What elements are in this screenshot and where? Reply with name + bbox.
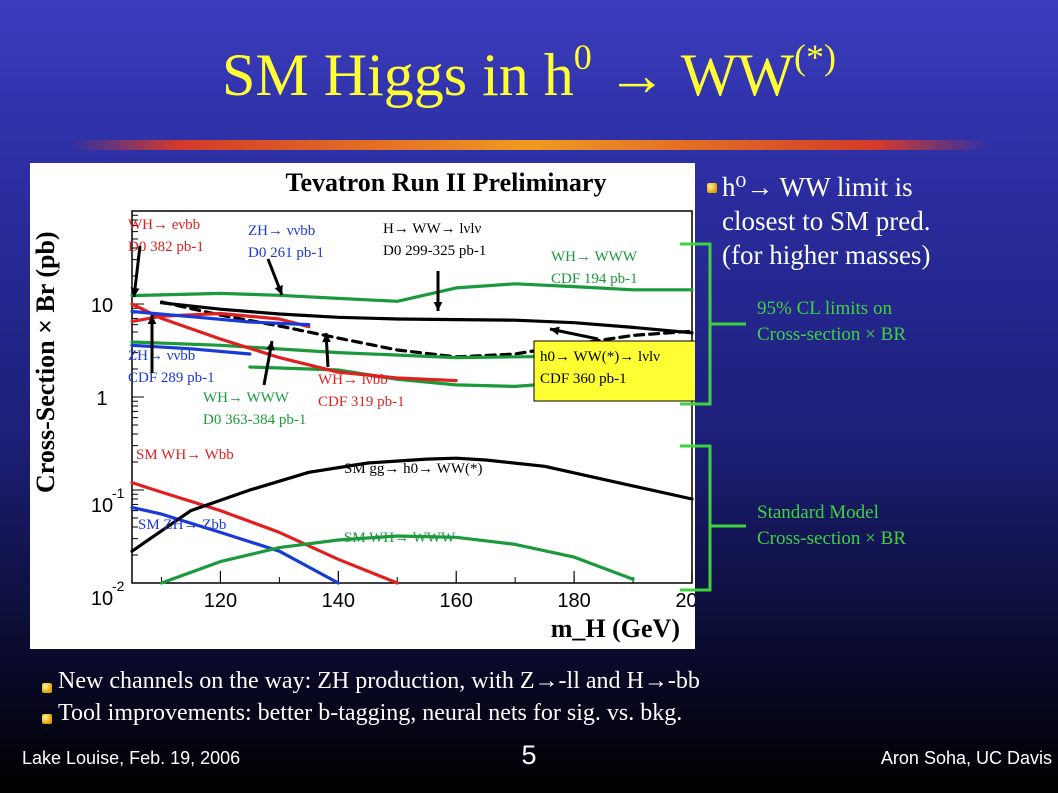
- pointer-arrowhead: [147, 315, 157, 324]
- annotation-8-line-2: CDF 360 pb-1: [540, 371, 627, 387]
- series-line-8: [130, 309, 311, 327]
- side-bullet-line-2: closest to SM pred.: [722, 206, 931, 236]
- y-tick-label: 10: [91, 295, 113, 317]
- annotation-5-line-2: CDF 289 pb-1: [128, 370, 215, 386]
- annotation-6-line-1: WH→ WWW: [203, 390, 290, 406]
- annotation-2-line-1: ZH→ ννbb: [248, 223, 315, 239]
- annotation-4-line-2: CDF 194 pb-1: [551, 271, 638, 287]
- y-tick-label: 10: [91, 495, 113, 517]
- pointer-arrowhead: [266, 341, 275, 351]
- chart-title: Tevatron Run II Preliminary: [286, 168, 607, 197]
- title-underline: [70, 140, 988, 150]
- series-line-10: [130, 481, 399, 585]
- annotation-12-line-1: SM WH→ WWW: [344, 530, 456, 546]
- series-line-13: [159, 534, 635, 585]
- y-axis-label: Cross-Section × Br (pb): [31, 231, 60, 493]
- annotation-1-line-1: WH→ eνbb: [128, 217, 200, 233]
- slide-number: 5: [521, 740, 537, 770]
- series-line-7: [130, 302, 458, 383]
- annotation-9-line-1: SM WH→ Wbb: [136, 447, 234, 463]
- x-tick-label: 140: [322, 590, 355, 612]
- x-tick-label: 120: [204, 590, 237, 612]
- annotation-6-line-2: D0 363-384 pb-1: [203, 412, 306, 428]
- pointer-arrowhead: [130, 287, 140, 297]
- y-tick-exponent: -2: [112, 578, 125, 594]
- x-axis-label: m_H (GeV): [551, 614, 680, 643]
- annotation-10-line-1: SM gg→ h0→ WW(*): [344, 461, 482, 477]
- annotation-8-line-1: h0→ WW(*)→ lνlν: [540, 349, 660, 365]
- footer-left: Lake Louise, Feb. 19, 2006: [22, 748, 241, 768]
- bracket1-line-2: Cross-section × BR: [757, 324, 906, 345]
- bracket-lines: [680, 242, 746, 592]
- annotation-1-line-2: D0 382 pb-1: [128, 239, 204, 255]
- bracket2-line-1: Standard Model: [757, 502, 879, 523]
- annotation-4-line-1: WH→ WWW: [551, 249, 638, 265]
- annotation-box: [533, 340, 695, 402]
- slide-title: SM Higgs in h0 → WW(*): [222, 37, 836, 108]
- bottom-bullet-1: New channels on the way: ZH production, …: [58, 668, 700, 694]
- x-tick-label: 160: [440, 590, 473, 612]
- annotation-11-line-1: SM ZH→ Zbb: [138, 517, 226, 533]
- x-tick-label: 200: [675, 590, 695, 612]
- bottom-bullet-2: Tool improvements: better b-tagging, neu…: [58, 700, 683, 726]
- series-line-12: [130, 456, 694, 553]
- y-tick-label: 1: [96, 388, 107, 410]
- annotation-2-line-2: D0 261 pb-1: [248, 245, 324, 261]
- side-bullet-line-3: (for higher masses): [722, 240, 931, 270]
- annotation-5-line-1: ZH→ ννbb: [128, 348, 195, 364]
- bullet-icon: [707, 183, 717, 193]
- pointer-arrowhead: [550, 326, 560, 336]
- bracket-sm: [680, 444, 746, 592]
- y-tick-exponent: -1: [112, 485, 125, 501]
- bracket1-line-1: 95% CL limits on: [757, 298, 892, 319]
- annotation-3-line-2: D0 299-325 pb-1: [383, 243, 486, 259]
- y-tick-label: 10: [91, 588, 113, 610]
- footer-right: Aron Soha, UC Davis: [880, 748, 1052, 768]
- bracket2-line-2: Cross-section × BR: [757, 528, 906, 549]
- x-tick-label: 180: [557, 590, 590, 612]
- bullet-icon: [42, 714, 52, 724]
- bracket-limits: [680, 242, 746, 406]
- annotation-3-line-1: H→ WW→ lνlν: [383, 221, 481, 237]
- side-bullet-line-1: h⁰→ WW limit is: [722, 172, 913, 202]
- series-line-11: [130, 505, 340, 585]
- annotation-7-line-2: CDF 319 pb-1: [318, 394, 405, 410]
- series-line-1: [159, 301, 694, 335]
- pointer-arrowhead: [274, 285, 283, 295]
- annotation-7-line-1: WH→ lνbb: [318, 372, 388, 388]
- series-line-3: [130, 282, 694, 303]
- pointer-arrowhead: [322, 333, 331, 343]
- bullet-icon: [42, 683, 52, 693]
- pointer-arrowhead: [433, 302, 443, 311]
